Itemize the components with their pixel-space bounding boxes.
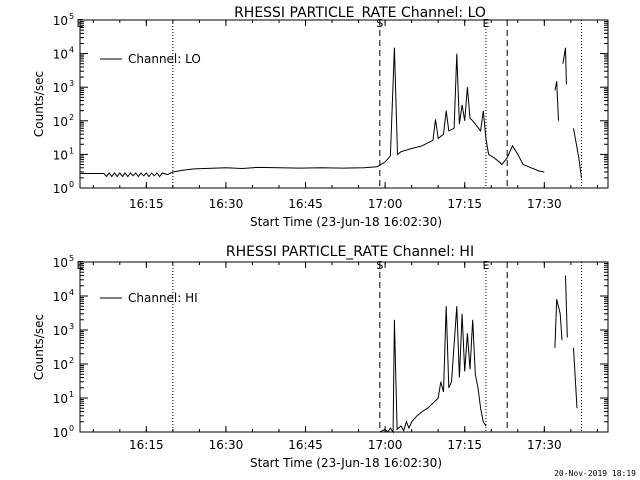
x-tick-label: 17:00 <box>368 438 403 452</box>
y-tick-exponent: 1 <box>69 390 74 399</box>
y-tick-label: 10 <box>53 48 68 62</box>
y-tick-label: 10 <box>53 392 68 406</box>
timestamp: 20-Nov-2019 18:19 <box>554 469 636 478</box>
y-tick-label: 10 <box>53 290 68 304</box>
data-series <box>80 47 582 178</box>
series-line-segment <box>80 47 545 178</box>
y-tick-exponent: 0 <box>69 180 74 189</box>
event-marker-label: E <box>482 259 489 272</box>
series-line-segment <box>573 128 582 178</box>
y-tick-exponent: 3 <box>69 322 74 331</box>
y-tick-label: 10 <box>53 115 68 129</box>
y-tick-exponent: 5 <box>69 12 74 21</box>
event-marker-label: E <box>482 17 489 30</box>
chart-title: RHESSI PARTICLE_RATE Channel: LO <box>234 5 486 21</box>
y-tick-label: 10 <box>53 426 68 440</box>
series-line-segment <box>554 81 559 121</box>
event-marker-label: S <box>376 17 383 30</box>
x-tick-label: 16:45 <box>288 197 323 211</box>
y-tick-label: 10 <box>53 14 68 28</box>
x-tick-label: 17:15 <box>447 438 482 452</box>
event-marker-label: S <box>376 259 383 272</box>
plot-frame <box>79 19 609 189</box>
legend-label: Channel: LO <box>128 52 201 66</box>
y-tick-label: 10 <box>53 358 68 372</box>
series-line-segment <box>565 275 568 338</box>
x-axis-label: Start Time (23-Jun-18 16:02:30) <box>250 215 442 229</box>
y-tick-label: 10 <box>53 256 68 270</box>
x-tick-label: 17:30 <box>527 197 562 211</box>
y-tick-exponent: 5 <box>69 254 74 263</box>
y-tick-exponent: 3 <box>69 79 74 88</box>
y-tick-exponent: 4 <box>69 46 74 55</box>
x-tick-label: 16:15 <box>129 438 164 452</box>
legend: Channel: HI <box>100 291 198 305</box>
x-tick-label: 17:30 <box>527 438 562 452</box>
data-series <box>379 275 578 434</box>
y-tick-exponent: 2 <box>69 113 74 122</box>
legend: Channel: LO <box>100 52 201 66</box>
x-tick-label: 17:15 <box>447 197 482 211</box>
y-tick-label: 10 <box>53 182 68 196</box>
x-axis-ticks: 16:15 16:30 16:45 17:00 17:15 17:30 <box>92 262 598 452</box>
chart-title: RHESSI PARTICLE_RATE Channel: HI <box>226 244 474 260</box>
x-tick-label: 16:30 <box>209 438 244 452</box>
x-axis-label: Start Time (23-Jun-18 16:02:30) <box>250 456 442 470</box>
y-tick-exponent: 4 <box>69 288 74 297</box>
y-tick-exponent: 0 <box>69 424 74 433</box>
x-tick-label: 17:00 <box>368 197 403 211</box>
series-line-segment <box>379 306 487 434</box>
x-tick-label: 16:30 <box>209 197 244 211</box>
plot-frame <box>79 261 609 433</box>
series-line-segment <box>554 299 563 348</box>
x-tick-label: 16:45 <box>288 438 323 452</box>
legend-label: Channel: HI <box>128 291 198 305</box>
y-tick-label: 10 <box>53 148 68 162</box>
y-axis-label: Counts/sec <box>32 314 46 380</box>
y-tick-label: 10 <box>53 81 68 95</box>
x-tick-label: 16:15 <box>129 197 164 211</box>
y-tick-exponent: 2 <box>69 356 74 365</box>
x-axis-ticks: 16:15 16:30 16:45 17:00 17:15 17:30 <box>92 20 598 211</box>
series-line-segment <box>562 47 567 85</box>
series-line-segment <box>573 347 578 409</box>
y-axis-label: Counts/sec <box>32 71 46 137</box>
y-tick-exponent: 1 <box>69 146 74 155</box>
y-tick-label: 10 <box>53 324 68 338</box>
